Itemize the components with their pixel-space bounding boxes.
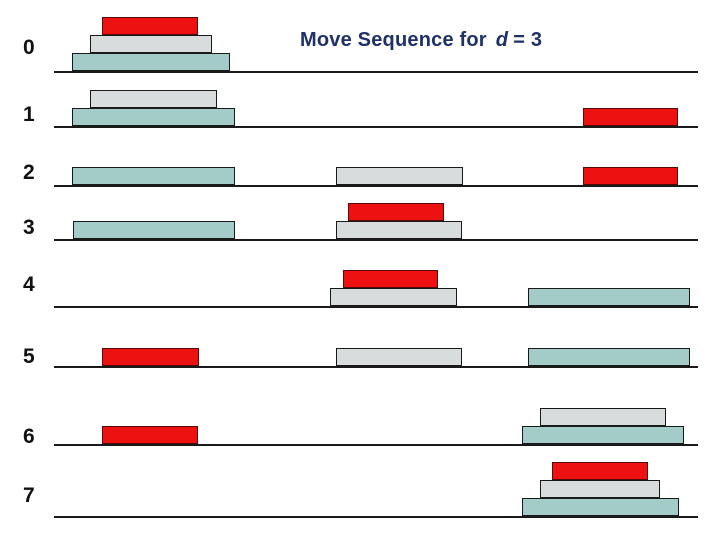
disk-small — [583, 108, 678, 126]
title-text: Move Sequence for — [300, 29, 487, 51]
disk-medium — [336, 221, 462, 239]
peg-baseline — [54, 516, 698, 518]
step-label-5: 5 — [23, 345, 35, 368]
disk-medium — [330, 288, 457, 306]
disk-medium — [540, 408, 666, 426]
step-label-0: 0 — [23, 36, 35, 59]
disk-small — [102, 348, 199, 366]
disk-large — [73, 221, 235, 239]
step-label-7: 7 — [23, 484, 35, 507]
title-equation: = 3 — [513, 29, 543, 51]
disk-medium — [90, 35, 212, 53]
disk-small — [583, 167, 678, 185]
peg-baseline — [54, 366, 698, 368]
disk-small — [102, 17, 198, 35]
disk-large — [522, 498, 679, 516]
step-label-1: 1 — [23, 103, 35, 126]
step-label-3: 3 — [23, 216, 35, 239]
peg-baseline — [54, 185, 698, 187]
disk-small — [102, 426, 198, 444]
disk-medium — [90, 90, 217, 108]
disk-large — [72, 108, 235, 126]
disk-large — [522, 426, 684, 444]
disk-large — [528, 288, 690, 306]
disk-medium — [336, 348, 462, 366]
step-label-4: 4 — [23, 273, 35, 296]
disk-large — [72, 53, 230, 71]
step-label-6: 6 — [23, 425, 35, 448]
disk-large — [72, 167, 235, 185]
disk-small — [348, 203, 444, 221]
disk-medium — [336, 167, 463, 185]
disk-medium — [540, 480, 660, 498]
peg-baseline — [54, 126, 698, 128]
peg-baseline — [54, 71, 698, 73]
peg-baseline — [54, 306, 698, 308]
step-label-2: 2 — [23, 161, 35, 184]
disk-small — [552, 462, 648, 480]
peg-baseline — [54, 239, 698, 241]
disk-small — [343, 270, 438, 288]
disk-large — [528, 348, 690, 366]
title-variable: d — [495, 29, 509, 51]
peg-baseline — [54, 444, 698, 446]
slide-title: Move Sequence for d = 3 — [300, 29, 542, 52]
